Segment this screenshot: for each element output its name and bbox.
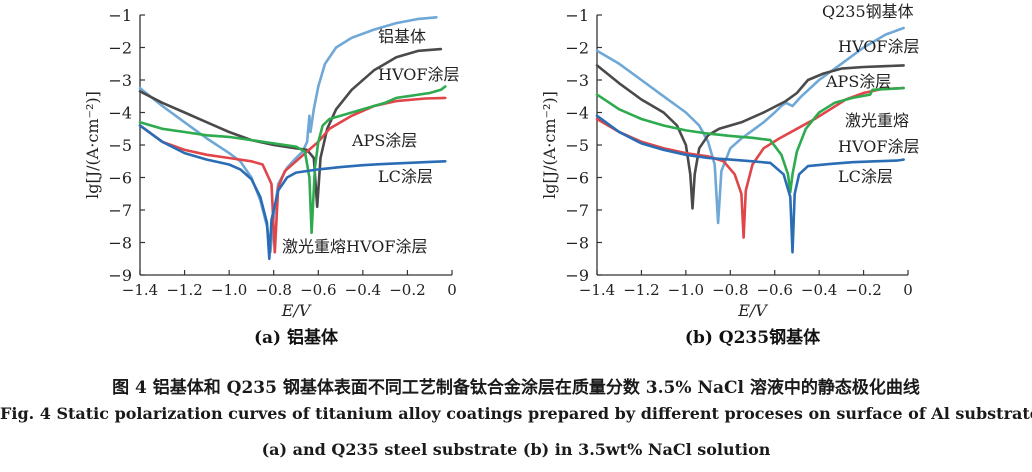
series-line-LC涂层 <box>595 114 905 254</box>
y-tick-label: −5 <box>565 136 589 155</box>
series-line-激光重熔HVOF涂层 <box>595 86 905 239</box>
y-tick-label: −1 <box>565 6 589 25</box>
caption-english-line2: (a) and Q235 steel substrate (b) in 3.5w… <box>261 440 771 459</box>
panel-label: (a) 铝基体 <box>254 327 339 348</box>
x-tick-label: −1.0 <box>211 281 247 299</box>
x-tick-label: −0.4 <box>345 281 381 299</box>
x-tick-label: −0.6 <box>300 281 336 299</box>
y-tick-label: −3 <box>108 71 132 90</box>
y-tick-label: −8 <box>108 234 132 253</box>
curve-annotation: APS涂层 <box>351 131 417 150</box>
x-tick-label: −0.8 <box>712 281 748 299</box>
y-tick-label: −6 <box>565 169 589 188</box>
y-tick-label: −4 <box>565 104 589 123</box>
x-tick-label: −0.2 <box>389 281 425 299</box>
x-tick-label: −1.2 <box>623 281 659 299</box>
curve-annotation: HVOF涂层 <box>838 37 919 56</box>
x-tick-label: −0.8 <box>255 281 291 299</box>
x-tick-label: −1.4 <box>122 281 158 299</box>
curve-annotation: 激光重熔 <box>845 111 909 130</box>
y-tick-label: −2 <box>108 39 132 58</box>
series-line-HVOF涂层 <box>138 47 443 209</box>
caption-english-line1: Fig. 4 Static polarization curves of tit… <box>0 404 1032 423</box>
chart-panel-a: −1.4 −1.2 −1.0 −0.8 −0.6 −0.4 −0.2 0 −1 −2 −3 −4 −5 −… <box>83 6 459 348</box>
x-tick-label: −0.4 <box>801 281 837 299</box>
y-axis-label: lg[J/(A·cm⁻²)] <box>83 91 102 199</box>
y-tick-label: −1 <box>108 6 132 25</box>
x-tick-label: −0.6 <box>756 281 792 299</box>
series-line-激光重熔HVOF涂层 <box>138 85 447 235</box>
y-tick-label: −6 <box>108 169 132 188</box>
y-tick-label: −7 <box>565 201 589 220</box>
series-line-HVOF涂层 <box>595 86 905 194</box>
series-line-LC涂层 <box>138 124 447 261</box>
curve-annotation: LC涂层 <box>378 167 433 186</box>
curve-annotation: APS涂层 <box>825 72 891 91</box>
curve-annotation: 激光重熔HVOF涂层 <box>282 237 427 256</box>
y-tick-label: −9 <box>108 266 132 285</box>
series-line-Q235钢基体 <box>595 26 905 225</box>
y-axis-label: lg[J/(A·cm⁻²)] <box>540 91 559 199</box>
x-axis-label: E/V <box>281 301 312 320</box>
x-tick-label: −1.0 <box>668 281 704 299</box>
x-tick-label: −1.4 <box>579 281 615 299</box>
series-line-APS涂层 <box>595 64 905 210</box>
y-tick-label: −9 <box>565 266 589 285</box>
chart-panel-b: −1.4 −1.2 −1.0 −0.8 −0.6 −0.4 −0.2 0 −1 −2 −3 −4 −5 −… <box>540 2 919 348</box>
curve-annotation: HVOF涂层 <box>838 137 919 156</box>
curve-annotation: HVOF涂层 <box>378 65 459 84</box>
x-tick-label: −0.2 <box>845 281 881 299</box>
x-tick-label: 0 <box>447 281 457 299</box>
x-tick-label: 0 <box>903 281 913 299</box>
panel-label: (b) Q235钢基体 <box>685 327 821 348</box>
curve-annotation: 铝基体 <box>378 27 426 46</box>
curve-annotation: Q235钢基体 <box>822 2 914 21</box>
curve-annotation: LC涂层 <box>838 167 893 186</box>
caption-chinese: 图 4 铝基体和 Q235 钢基体表面不同工艺制备钛合金涂层在质量分数 3.5%… <box>112 378 920 398</box>
y-tick-label: −5 <box>108 136 132 155</box>
series-line-铝基体 <box>138 16 438 254</box>
x-tick-label: −1.2 <box>166 281 202 299</box>
y-tick-label: −8 <box>565 234 589 253</box>
y-tick-label: −3 <box>565 71 589 90</box>
x-axis-label: E/V <box>737 301 768 320</box>
y-tick-label: −7 <box>108 201 132 220</box>
y-tick-label: −2 <box>565 39 589 58</box>
y-tick-label: −4 <box>108 104 132 123</box>
